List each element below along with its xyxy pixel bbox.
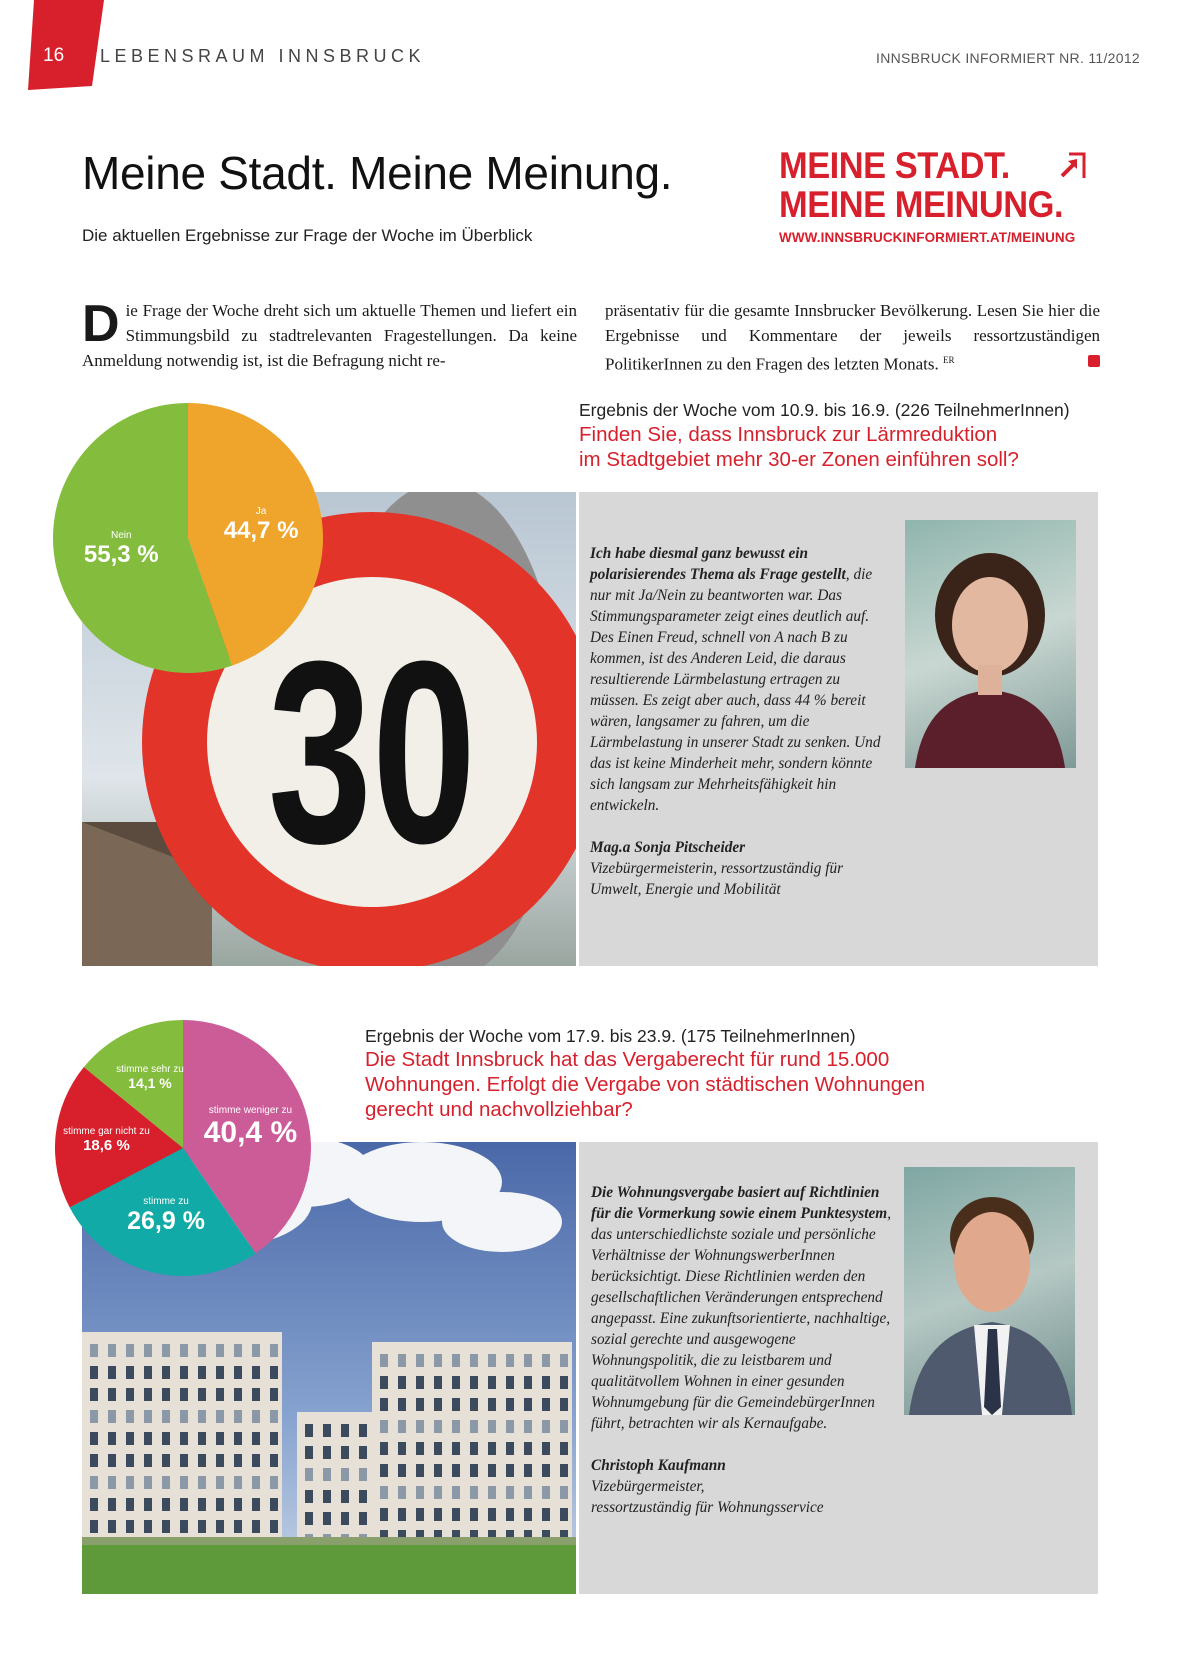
comment-lead: Ich habe diesmal ganz bewusst ein polari… bbox=[590, 545, 846, 583]
pie-chart-1 bbox=[53, 403, 324, 673]
poll-1-meta: Ergebnis der Woche vom 10.9. bis 16.9. (… bbox=[579, 400, 1070, 420]
logo-line-1: MEINE STADT. bbox=[779, 145, 1010, 186]
page-title: Meine Stadt. Meine Meinung. bbox=[82, 147, 673, 199]
slice-label: Nein 55,3 % bbox=[84, 530, 159, 569]
slice-value: 40,4 % bbox=[203, 1115, 298, 1149]
slice-value: 18,6 % bbox=[83, 1136, 130, 1154]
author-initials: ER bbox=[943, 355, 955, 365]
comment-text: , die nur mit Ja/Nein zu beantworten war… bbox=[590, 566, 881, 814]
author-role: ressortzuständig für Wohnungsservice bbox=[591, 1499, 824, 1516]
slice-name: Nein bbox=[110, 529, 132, 541]
author-role: Vizebürgermeister, bbox=[591, 1478, 705, 1495]
pie-slice bbox=[188, 403, 324, 666]
speed-sign-photo: 30 bbox=[82, 492, 576, 966]
arrow-up-right-icon bbox=[1060, 152, 1086, 178]
question-line: Die Stadt Innsbruck hat das Vergaberecht… bbox=[365, 1048, 890, 1071]
slice-value: 44,7 % bbox=[223, 517, 299, 545]
slice-label: stimme weniger zu 40,4 % bbox=[204, 1105, 297, 1150]
section-title: LEBENSRAUM INNSBRUCK bbox=[100, 46, 426, 66]
author-role: Vizebürgermeisterin, ressortzuständig fü… bbox=[590, 860, 844, 898]
slice-label: stimme sehr zu 14,1 % bbox=[116, 1064, 184, 1093]
slice-name: stimme sehr zu bbox=[116, 1064, 184, 1076]
comment-text: , das unterschiedlichste soziale und per… bbox=[591, 1205, 892, 1432]
slice-label: stimme zu 26,9 % bbox=[127, 1196, 205, 1236]
logo-url[interactable]: WWW.INNSBRUCKINFORMIERT.AT/MEINUNG bbox=[779, 230, 1076, 245]
page-subtitle: Die aktuellen Ergebnisse zur Frage der W… bbox=[82, 226, 533, 245]
pie-slice bbox=[183, 1020, 311, 1254]
slice-value: 55,3 % bbox=[83, 540, 159, 568]
question-line: gerecht und nachvollziehbar? bbox=[365, 1098, 633, 1121]
pie-slice bbox=[55, 1067, 183, 1208]
campaign-logo: MEINE STADT. MEINE MEINUNG. WWW.INNSBRUC… bbox=[779, 145, 1086, 245]
page-tab bbox=[28, 0, 104, 90]
slice-label: Ja 44,7 % bbox=[224, 506, 299, 545]
drop-cap: D bbox=[82, 295, 120, 353]
author-name: Mag.a Sonja Pitscheider bbox=[590, 839, 746, 856]
slice-value: 14,1 % bbox=[128, 1075, 172, 1092]
pie-chart-2 bbox=[55, 1020, 311, 1276]
sign-text: 30 bbox=[268, 608, 476, 898]
pie-slice bbox=[53, 403, 233, 673]
comment-lead: Die Wohnungsvergabe basiert auf Richtlin… bbox=[591, 1184, 888, 1222]
author-name: Christoph Kaufmann bbox=[591, 1457, 726, 1474]
pie-slice bbox=[83, 1020, 183, 1148]
slice-value: 26,9 % bbox=[127, 1207, 205, 1236]
poll-1-question: Finden Sie, dass Innsbruck zur Lärmreduk… bbox=[579, 422, 1019, 472]
intro-column-2: präsentativ für die gesamte Innsbrucker … bbox=[605, 298, 1100, 377]
intro-text-1: ie Frage der Woche dreht sich um aktuell… bbox=[82, 301, 577, 370]
slice-name: stimme gar nicht zu bbox=[63, 1125, 150, 1137]
issue-label: INNSBRUCK INFORMIERT NR. 11/2012 bbox=[876, 50, 1140, 66]
portrait-sonja-pitscheider bbox=[905, 520, 1076, 768]
logo-line-2: MEINE MEINUNG. bbox=[779, 184, 1064, 225]
poll-2-meta: Ergebnis der Woche vom 17.9. bis 23.9. (… bbox=[365, 1026, 856, 1046]
page-number: 16 bbox=[43, 45, 65, 66]
slice-label: stimme gar nicht zu 18,6 % bbox=[63, 1126, 150, 1155]
question-line: Finden Sie, dass Innsbruck zur Lärmreduk… bbox=[579, 423, 998, 446]
intro-text-2: präsentativ für die gesamte Innsbrucker … bbox=[605, 301, 1100, 374]
end-mark-icon bbox=[1088, 355, 1100, 367]
poll-2-question: Die Stadt Innsbruck hat das Vergaberecht… bbox=[365, 1047, 925, 1122]
comment-2: Die Wohnungsvergabe basiert auf Richtlin… bbox=[591, 1182, 891, 1518]
slice-name: stimme zu bbox=[143, 1196, 189, 1208]
question-line: im Stadtgebiet mehr 30-er Zonen einführe… bbox=[579, 448, 1019, 471]
slice-name: Ja bbox=[255, 506, 267, 518]
slice-name: stimme weniger zu bbox=[208, 1104, 293, 1116]
comment-1: Ich habe diesmal ganz bewusst ein polari… bbox=[590, 543, 890, 900]
pie-slice bbox=[69, 1148, 256, 1276]
portrait-christoph-kaufmann bbox=[904, 1167, 1075, 1415]
question-line: Wohnungen. Erfolgt die Vergabe von städt… bbox=[365, 1073, 925, 1096]
